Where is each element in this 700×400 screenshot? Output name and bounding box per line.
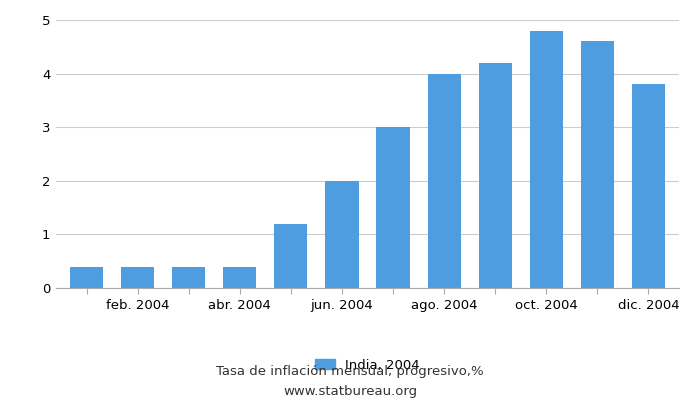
Bar bbox=[121, 266, 154, 288]
Bar bbox=[428, 74, 461, 288]
Bar bbox=[377, 127, 410, 288]
Text: www.statbureau.org: www.statbureau.org bbox=[283, 386, 417, 398]
Bar bbox=[479, 63, 512, 288]
Text: Tasa de inflación mensual, progresivo,%: Tasa de inflación mensual, progresivo,% bbox=[216, 366, 484, 378]
Bar bbox=[326, 181, 358, 288]
Bar bbox=[632, 84, 665, 288]
Bar bbox=[581, 42, 614, 288]
Bar bbox=[530, 31, 563, 288]
Legend: India, 2004: India, 2004 bbox=[309, 354, 426, 377]
Bar bbox=[274, 224, 307, 288]
Bar bbox=[70, 266, 103, 288]
Bar bbox=[172, 266, 205, 288]
Bar bbox=[223, 266, 256, 288]
